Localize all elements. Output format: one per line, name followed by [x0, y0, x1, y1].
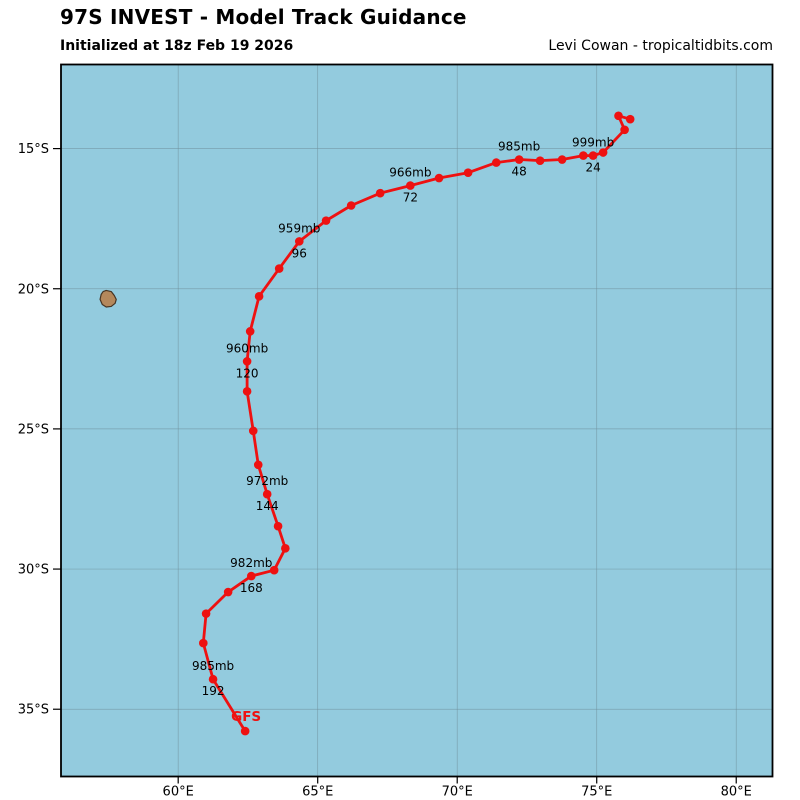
track-point [321, 216, 331, 225]
x-axis-label: 60°E [163, 785, 194, 800]
track-point [434, 173, 444, 183]
track-point [201, 609, 211, 618]
track-point [240, 726, 250, 736]
track-point [346, 201, 356, 210]
page-title: 97S INVEST - Model Track Guidance [60, 5, 467, 29]
track-point [294, 237, 304, 246]
track-point [246, 571, 256, 581]
hour-label: 168 [240, 581, 263, 595]
track-point [625, 114, 635, 124]
pressure-label: 982mb [230, 556, 272, 570]
pressure-label: 966mb [389, 166, 431, 180]
track-point [262, 489, 272, 499]
x-axis-label: 75°E [581, 785, 612, 800]
hour-label: 72 [403, 191, 418, 205]
model-label: GFS [231, 709, 261, 725]
hour-label: 24 [585, 161, 600, 175]
track-point [199, 638, 208, 648]
track-point [375, 188, 385, 198]
track-point [281, 544, 290, 553]
track-point [208, 674, 218, 684]
track-point [242, 357, 252, 366]
track-point [491, 158, 501, 167]
track-point [254, 292, 264, 301]
y-axis-label: 15°S [18, 142, 49, 157]
track-point [223, 587, 233, 597]
credit-label: Levi Cowan - tropicaltidbits.com [548, 38, 773, 54]
track-point [406, 181, 415, 190]
pressure-label: 999mb [572, 136, 614, 150]
subheader: Initialized at 18z Feb 19 2026 Levi Cowa… [60, 38, 773, 54]
track-point [463, 168, 473, 178]
map-frame [60, 63, 774, 778]
hour-label: 144 [256, 499, 279, 513]
track-point [514, 155, 524, 164]
y-axis-label: 35°S [18, 703, 49, 718]
pressure-label: 985mb [498, 140, 540, 154]
track-point [614, 111, 623, 121]
track-point [588, 151, 598, 160]
track-line [201, 114, 632, 733]
x-axis-label: 70°E [442, 785, 473, 800]
track-point [274, 264, 284, 273]
x-axis-label: 80°E [721, 785, 752, 800]
init-time-label: Initialized at 18z Feb 19 2026 [60, 38, 294, 54]
track-point [598, 148, 608, 157]
track-point [557, 155, 567, 164]
pressure-label: 959mb [278, 221, 320, 235]
pressure-label: 985mb [192, 659, 234, 673]
y-axis-label: 20°S [18, 282, 49, 297]
island-shape [99, 289, 117, 308]
track-point [535, 156, 545, 165]
hour-label: 48 [512, 165, 527, 179]
pressure-label: 960mb [226, 341, 268, 355]
track-point [273, 521, 283, 531]
track-point [269, 565, 279, 575]
track-point [242, 387, 252, 396]
hour-label: 192 [202, 684, 225, 698]
hour-label: 120 [236, 366, 259, 380]
y-axis-label: 25°S [18, 422, 49, 437]
x-axis-label: 65°E [302, 785, 333, 800]
track-point [253, 460, 263, 470]
track-point [245, 327, 255, 336]
track-point [620, 125, 629, 135]
pressure-label: 972mb [246, 474, 288, 488]
hour-label: 96 [292, 246, 307, 260]
y-axis-label: 30°S [18, 563, 49, 578]
track-point [248, 426, 258, 436]
track-point [579, 151, 588, 160]
